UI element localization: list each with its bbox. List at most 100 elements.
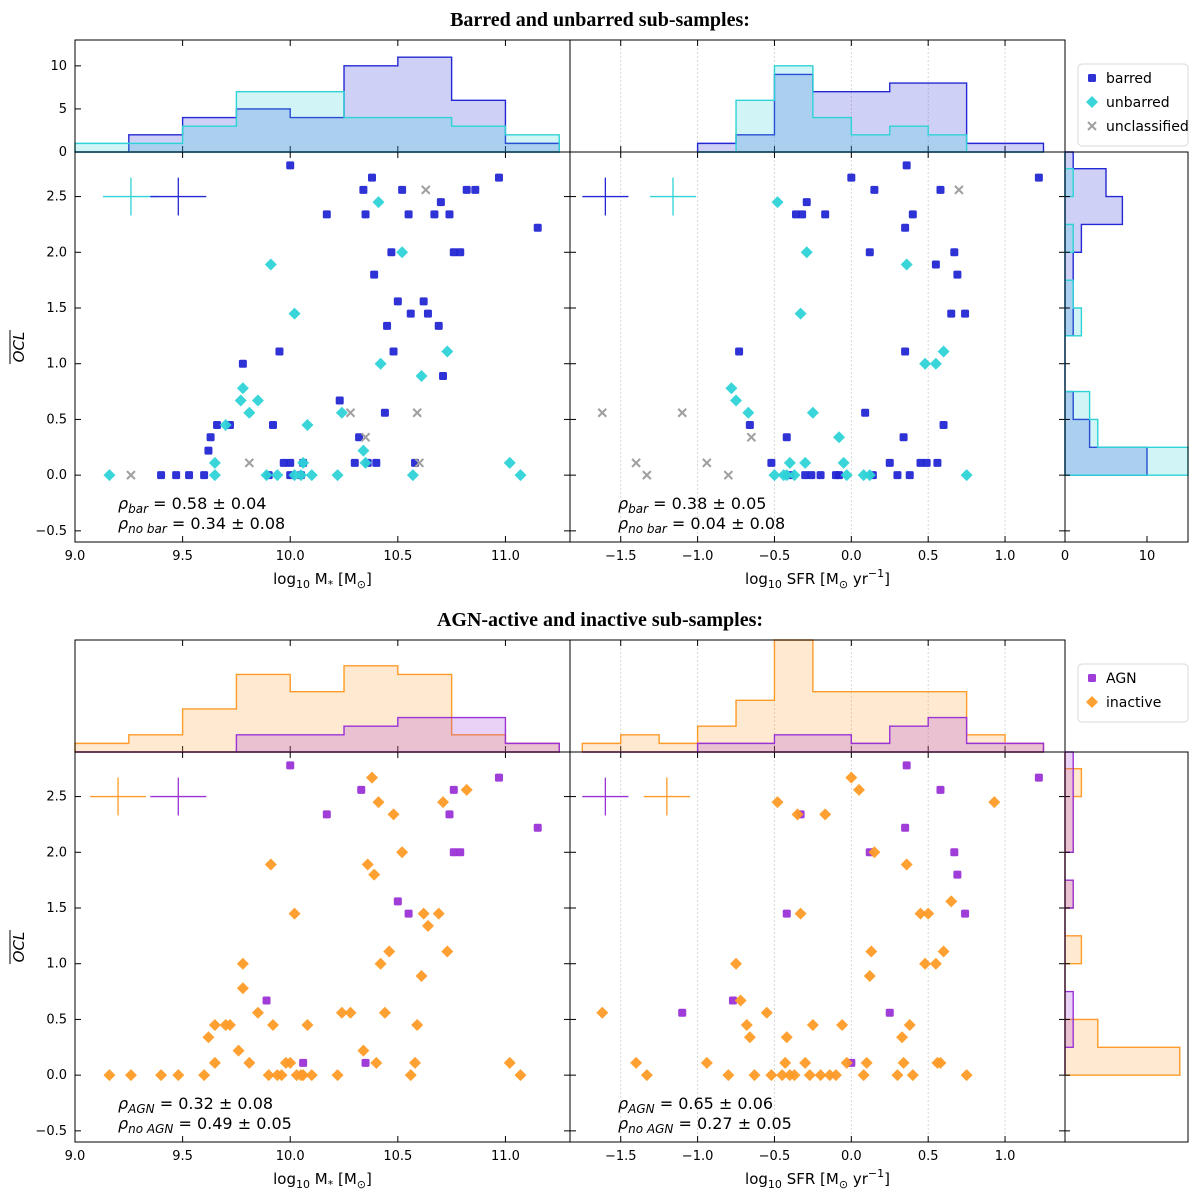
point-inactive <box>937 945 950 958</box>
rho-symbol: ρ <box>618 1094 628 1113</box>
xlabel-sub: 10 <box>768 578 782 591</box>
point-barred <box>439 371 448 380</box>
point-unbarred <box>374 357 387 370</box>
point-unbarred <box>208 469 221 482</box>
y-tick-label: 1.5 <box>46 301 67 316</box>
error-bar-inactive <box>643 777 690 816</box>
rho-symbol: ρ <box>118 514 128 533</box>
point-barred <box>380 408 389 417</box>
x-tick-label: 11.0 <box>491 1149 520 1164</box>
point-unbarred <box>725 382 738 395</box>
rho-label: ρno bar = 0.34 ± 0.08 <box>118 514 285 536</box>
point-unclassified <box>414 458 425 468</box>
point-inactive <box>891 1069 904 1082</box>
point-AGN <box>950 848 959 857</box>
point-inactive <box>929 957 942 970</box>
point-inactive <box>743 1031 756 1044</box>
point-barred <box>185 471 194 480</box>
point-unbarred <box>937 345 950 358</box>
point-inactive <box>404 1069 417 1082</box>
point-inactive <box>853 783 866 796</box>
point-inactive <box>361 858 374 871</box>
point-inactive <box>202 1031 215 1044</box>
point-barred <box>953 270 962 279</box>
point-inactive <box>765 1069 778 1082</box>
rho-symbol: ρ <box>118 1094 128 1113</box>
rho-label: ρno AGN = 0.49 ± 0.05 <box>118 1114 292 1136</box>
legend-marker-unclassified <box>1087 121 1097 131</box>
x-tick-label: −1.0 <box>682 1149 714 1164</box>
ylabel-ocl: OCL <box>9 330 28 364</box>
point-barred <box>279 458 288 467</box>
point-inactive <box>208 1019 221 1031</box>
point-unbarred <box>331 469 344 482</box>
point-barred <box>835 471 844 480</box>
point-unclassified <box>597 408 607 418</box>
xlabel-part: ] <box>884 570 890 588</box>
point-inactive <box>172 1069 185 1082</box>
point-unbarred <box>900 258 913 271</box>
point-inactive <box>503 1056 516 1069</box>
y-tick-label: 0.5 <box>46 412 67 427</box>
point-inactive <box>857 1069 870 1082</box>
point-barred <box>204 446 213 455</box>
mass-histogram: 0 5 10 <box>50 39 571 160</box>
y-tick-label: −0.5 <box>35 524 67 539</box>
point-inactive <box>803 1069 816 1082</box>
xlabel-part: yr <box>848 1170 869 1188</box>
point-barred <box>745 421 754 429</box>
point-unbarred <box>960 469 973 482</box>
point-barred <box>471 185 480 194</box>
point-unbarred <box>243 406 256 419</box>
point-barred <box>870 185 879 194</box>
point-barred <box>269 421 277 429</box>
rho-label: ρno bar = 0.04 ± 0.08 <box>618 514 785 536</box>
point-unclassified-stroke <box>597 408 607 418</box>
point-AGN <box>678 1008 687 1017</box>
point-barred <box>807 471 816 480</box>
point-inactive <box>903 1019 916 1031</box>
point-inactive <box>799 1056 812 1069</box>
point-unbarred <box>857 469 870 482</box>
point-barred <box>423 309 432 318</box>
point-barred <box>200 471 209 480</box>
sfr-histogram <box>569 639 1066 753</box>
rho-symbol: ρ <box>118 494 128 513</box>
xlabel-part: log <box>745 1170 768 1188</box>
point-unclassified-stroke <box>412 408 422 418</box>
xlabel-part: yr <box>848 570 869 588</box>
point-barred <box>893 471 902 480</box>
point-barred <box>361 210 370 219</box>
x-tick-label: 1.0 <box>995 1149 1016 1164</box>
y-tick-label: 2.5 <box>46 190 67 205</box>
point-unclassified <box>746 432 757 442</box>
point-unbarred <box>297 456 310 469</box>
legend-marker-barred <box>1088 74 1096 82</box>
point-unbarred <box>288 469 301 482</box>
x-tick-label: 1.0 <box>995 549 1016 564</box>
x-tick-label: 0.5 <box>918 549 939 564</box>
rho-symbol: ρ <box>618 494 628 513</box>
rho-value: = 0.65 ± 0.06 <box>655 1094 773 1113</box>
rho-subscript: AGN <box>627 1102 655 1116</box>
point-barred <box>816 471 825 480</box>
hist-y-tick-label: 5 <box>59 102 67 117</box>
x-tick-label: 11.0 <box>491 549 520 564</box>
xlabel-sub: ⊙ <box>357 1178 366 1191</box>
point-unclassified <box>702 458 712 468</box>
point-barred <box>901 223 910 232</box>
barred-panel: Barred and unbarred sub-samples: 0 5 10 barr… <box>9 9 1189 591</box>
mass-scatter: 9.0 9.5 10.0 10.5 11.0 −0.5 0.0 0.5 1.0 1.5 2.0 2.5… <box>9 151 571 591</box>
point-barred <box>961 309 970 318</box>
point-unclassified-stroke <box>244 458 255 468</box>
rho-label: ρno AGN = 0.27 ± 0.05 <box>618 1114 792 1136</box>
rho-subscript: bar <box>628 502 649 516</box>
point-barred <box>238 359 247 368</box>
point-inactive <box>297 1069 310 1082</box>
hist-y-tick-label: 0 <box>59 145 67 160</box>
rho-value: = 0.04 ± 0.08 <box>667 514 785 533</box>
point-inactive <box>335 1006 348 1019</box>
point-AGN <box>901 823 910 832</box>
y-tick-label: 0.5 <box>46 1012 67 1027</box>
point-unbarred <box>219 419 232 431</box>
